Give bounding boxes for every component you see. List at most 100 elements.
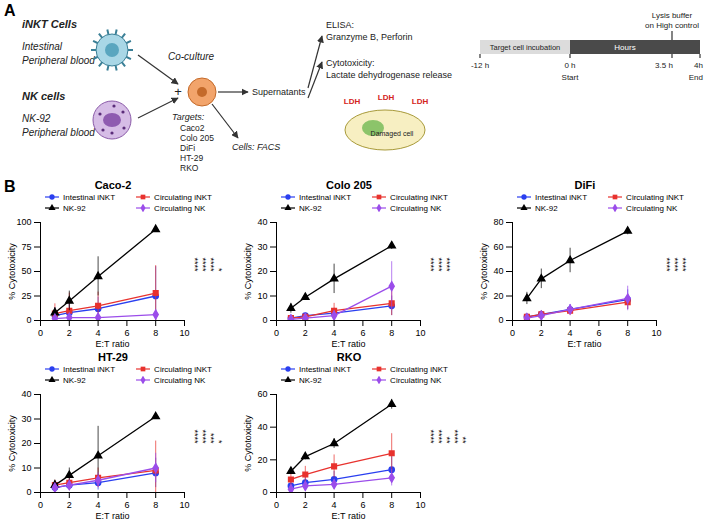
svg-text:0: 0 (38, 500, 43, 510)
svg-text:80: 80 (493, 217, 503, 227)
svg-text:4: 4 (96, 500, 101, 510)
svg-text:40: 40 (257, 217, 267, 227)
svg-text:2: 2 (67, 328, 72, 338)
svg-text:60: 60 (493, 242, 503, 252)
svg-text:10: 10 (415, 500, 425, 510)
svg-text:25: 25 (21, 291, 31, 301)
svg-text:10: 10 (257, 291, 267, 301)
svg-text:Targets:: Targets: (172, 112, 205, 122)
svg-text:4: 4 (332, 500, 337, 510)
svg-text:E:T ratio: E:T ratio (332, 511, 366, 521)
svg-text:20: 20 (21, 438, 31, 448)
svg-text:HT-29: HT-29 (180, 153, 203, 163)
svg-text:Damaged cell: Damaged cell (371, 130, 414, 138)
svg-text:Peripheral blood: Peripheral blood (22, 55, 95, 66)
svg-text:Cytotoxicity:: Cytotoxicity: (326, 58, 375, 68)
svg-text:DiFi: DiFi (180, 143, 195, 153)
svg-text:75: 75 (21, 242, 31, 252)
svg-text:Granzyme B, Perforin: Granzyme B, Perforin (326, 32, 413, 42)
svg-text:Caco2: Caco2 (180, 123, 205, 133)
svg-text:100: 100 (16, 217, 31, 227)
svg-text:4: 4 (568, 328, 573, 338)
svg-text:LDH: LDH (378, 93, 395, 102)
svg-text:Lysis buffer: Lysis buffer (652, 11, 693, 20)
svg-text:**: ** (458, 436, 468, 444)
svg-text:Target cell incubation: Target cell incubation (490, 43, 560, 52)
svg-text:4: 4 (332, 328, 337, 338)
svg-text:10: 10 (21, 463, 31, 473)
svg-text:Cells: FACS: Cells: FACS (232, 142, 280, 152)
svg-text:30: 30 (21, 414, 31, 424)
svg-text:8: 8 (153, 328, 158, 338)
svg-text:0: 0 (262, 315, 267, 325)
svg-text:0: 0 (26, 315, 31, 325)
svg-text:*: * (214, 268, 224, 272)
svg-text:0: 0 (26, 487, 31, 497)
svg-text:****: **** (678, 257, 688, 272)
svg-text:LDH: LDH (412, 97, 429, 106)
svg-text:0 h: 0 h (564, 61, 575, 70)
svg-text:NK-92: NK-92 (22, 113, 51, 124)
svg-text:6: 6 (124, 500, 129, 510)
svg-text:% Cytotoxicity: % Cytotoxicity (7, 243, 17, 300)
svg-text:End: End (689, 73, 703, 82)
svg-text:8: 8 (625, 328, 630, 338)
svg-text:0: 0 (510, 328, 515, 338)
svg-text:E:T ratio: E:T ratio (96, 339, 130, 349)
svg-text:10: 10 (651, 328, 661, 338)
svg-text:6: 6 (360, 328, 365, 338)
svg-text:Colo 205: Colo 205 (180, 133, 214, 143)
svg-text:50: 50 (21, 266, 31, 276)
svg-text:Peripheral blood: Peripheral blood (22, 127, 95, 138)
svg-text:0: 0 (38, 328, 43, 338)
svg-text:2: 2 (67, 500, 72, 510)
svg-text:LDH: LDH (344, 97, 361, 106)
svg-text:20: 20 (257, 266, 267, 276)
svg-text:E:T ratio: E:T ratio (96, 511, 130, 521)
svg-text:% Cytotoxicity: % Cytotoxicity (243, 243, 253, 300)
svg-text:+: + (174, 84, 182, 99)
svg-text:40: 40 (257, 422, 267, 432)
svg-text:8: 8 (153, 500, 158, 510)
svg-text:8: 8 (389, 328, 394, 338)
svg-text:Intestinal: Intestinal (22, 41, 63, 52)
svg-text:2: 2 (303, 328, 308, 338)
svg-text:% Cytotoxicity: % Cytotoxicity (7, 415, 17, 472)
svg-text:-12 h: -12 h (471, 61, 489, 70)
svg-text:0: 0 (262, 487, 267, 497)
svg-text:Co-culture: Co-culture (168, 51, 215, 62)
svg-text:% Cytotoxicity: % Cytotoxicity (243, 415, 253, 472)
svg-text:Supernatants: Supernatants (252, 87, 306, 97)
svg-text:iNKT Cells: iNKT Cells (22, 18, 77, 30)
svg-text:Start: Start (562, 73, 580, 82)
svg-text:20: 20 (493, 291, 503, 301)
svg-text:****: **** (442, 257, 452, 272)
svg-text:10: 10 (179, 500, 189, 510)
svg-text:6: 6 (596, 328, 601, 338)
svg-text:6: 6 (124, 328, 129, 338)
svg-text:2: 2 (539, 328, 544, 338)
svg-text:ELISA:: ELISA: (326, 20, 354, 30)
svg-text:6: 6 (360, 500, 365, 510)
svg-text:30: 30 (257, 242, 267, 252)
svg-text:8: 8 (389, 500, 394, 510)
svg-text:% Cytotoxicity: % Cytotoxicity (479, 243, 489, 300)
svg-text:0: 0 (498, 315, 503, 325)
svg-text:10: 10 (179, 328, 189, 338)
svg-text:3.5 h: 3.5 h (655, 61, 673, 70)
svg-text:4h: 4h (694, 61, 703, 70)
svg-text:0: 0 (274, 328, 279, 338)
svg-text:NK cells: NK cells (22, 90, 65, 102)
svg-text:40: 40 (21, 389, 31, 399)
svg-text:Lactate dehydrogenase release: Lactate dehydrogenase release (326, 70, 452, 80)
svg-text:RKO: RKO (180, 163, 199, 173)
svg-text:E:T ratio: E:T ratio (568, 339, 602, 349)
svg-text:on High control: on High control (645, 21, 699, 30)
svg-text:10: 10 (415, 328, 425, 338)
svg-text:0: 0 (274, 500, 279, 510)
svg-text:40: 40 (493, 266, 503, 276)
svg-text:20: 20 (257, 455, 267, 465)
svg-text:E:T ratio: E:T ratio (332, 339, 366, 349)
svg-text:*: * (214, 440, 224, 444)
svg-text:2: 2 (303, 500, 308, 510)
